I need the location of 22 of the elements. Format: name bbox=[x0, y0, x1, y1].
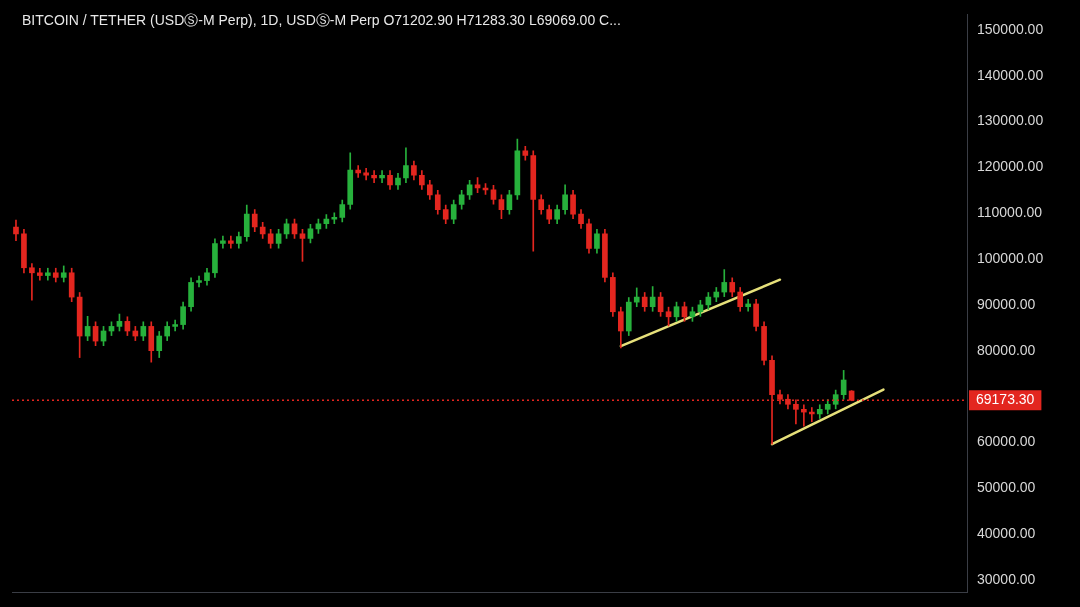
y-tick-label: 90000.00 bbox=[977, 295, 1036, 312]
candlestick bbox=[371, 170, 377, 183]
y-tick-label: 140000.00 bbox=[977, 66, 1044, 83]
candlestick bbox=[331, 212, 338, 225]
candlestick bbox=[363, 168, 369, 181]
y-tick-label: 110000.00 bbox=[977, 204, 1043, 221]
y-tick-label: 50000.00 bbox=[977, 479, 1036, 495]
y-tick-label: 40000.00 bbox=[977, 524, 1036, 541]
chart-title: BITCOIN / TETHER (USDⓈ-M Perp), 1D, USDⓈ-M Perp O71202.90 H71283.30 L69069.00 C... bbox=[22, 12, 621, 30]
y-tick-label: 100000.00 bbox=[977, 249, 1044, 266]
candlestick bbox=[355, 165, 362, 178]
candlestick bbox=[745, 299, 751, 312]
ref-line-label: 69173.30 bbox=[976, 391, 1035, 408]
candlestick bbox=[801, 404, 807, 427]
candlestick bbox=[29, 263, 35, 301]
y-tick-label: 30000.00 bbox=[977, 570, 1036, 587]
y-tick-label: 120000.00 bbox=[977, 158, 1044, 175]
y-tick-label: 80000.00 bbox=[977, 341, 1036, 358]
candlestick bbox=[379, 170, 385, 183]
y-tick-label: 130000.00 bbox=[977, 112, 1044, 129]
y-tick-label: 60000.00 bbox=[977, 433, 1036, 450]
y-tick-label: 150000.00 bbox=[977, 20, 1044, 37]
